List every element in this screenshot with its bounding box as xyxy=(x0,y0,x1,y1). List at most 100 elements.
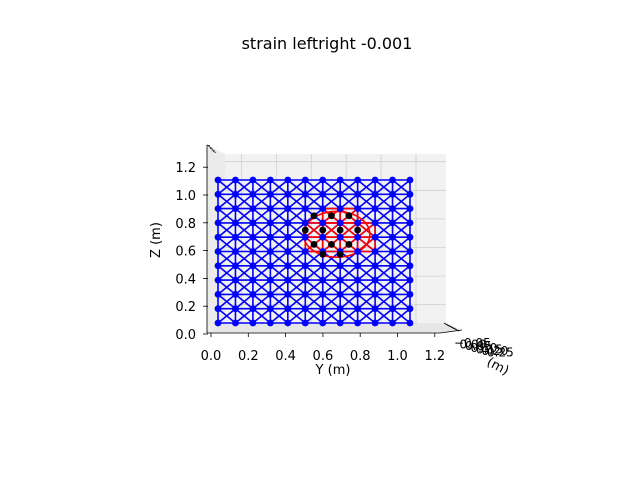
y-axis-ticks: 0.0 0.2 0.4 0.6 0.8 1.0 1.2 xyxy=(201,333,445,364)
y-tick-label: 1.0 xyxy=(387,349,408,364)
lattice-node xyxy=(336,262,344,270)
lattice-node xyxy=(354,190,362,198)
lattice-node xyxy=(389,276,396,284)
lattice-member xyxy=(252,222,271,238)
lattice-node xyxy=(389,219,396,227)
lattice-node xyxy=(232,205,239,213)
lattice-member xyxy=(234,179,254,195)
lattice-member xyxy=(287,308,306,324)
z-tick-label: 0.6 xyxy=(175,245,196,260)
lattice-member xyxy=(392,179,411,195)
lattice-node xyxy=(406,262,414,270)
lattice-member xyxy=(357,308,376,324)
lattice-node xyxy=(232,291,239,298)
lattice-member xyxy=(322,222,341,238)
lattice-node xyxy=(389,262,396,270)
lattice-member xyxy=(304,250,324,267)
lattice-member xyxy=(339,179,359,195)
lattice-member xyxy=(339,222,359,238)
lattice-node xyxy=(389,233,396,241)
lattice-node xyxy=(301,305,309,313)
lattice-node xyxy=(232,219,239,227)
lattice-node xyxy=(284,176,292,184)
lattice-node xyxy=(319,190,327,198)
lattice-node xyxy=(406,248,414,255)
lattice-member xyxy=(357,222,376,238)
lattice-node xyxy=(214,276,222,284)
lattice-node xyxy=(232,276,239,284)
y-tick-label: 0.8 xyxy=(350,349,371,364)
lattice-member xyxy=(304,265,324,281)
lattice-member xyxy=(234,308,254,324)
lattice-node xyxy=(249,291,257,298)
lattice-member xyxy=(392,236,411,253)
x-tick-label: 0.20 xyxy=(482,344,509,358)
lattice-node xyxy=(232,262,239,270)
lattice-member xyxy=(217,279,236,296)
lattice-node xyxy=(284,262,292,270)
highlight-node xyxy=(328,212,335,220)
lattice-member xyxy=(234,265,254,281)
lattice-member xyxy=(252,207,271,224)
lattice-node xyxy=(249,319,257,327)
lattice-member xyxy=(374,279,394,296)
lattice-node xyxy=(249,305,257,313)
z-tick-label: 0.4 xyxy=(175,272,196,287)
lattice-member xyxy=(217,193,236,210)
lattice-member xyxy=(287,193,306,210)
lattice-node xyxy=(284,205,292,213)
lattice-node xyxy=(284,219,292,227)
lattice-node xyxy=(214,219,222,227)
lattice-node xyxy=(301,190,309,198)
z-tick-label: 0.2 xyxy=(175,300,196,315)
lattice-node xyxy=(336,205,344,213)
lattice-node xyxy=(371,276,379,284)
lattice-node xyxy=(249,176,257,184)
highlight-node xyxy=(354,226,362,234)
lattice-node xyxy=(214,248,222,255)
lattice-node xyxy=(319,319,327,327)
z-axis-tick-mark xyxy=(211,149,215,152)
z-axis-tick-mark xyxy=(209,147,214,150)
lattice-node xyxy=(301,219,309,227)
lattice-member xyxy=(287,265,306,281)
lattice-node xyxy=(354,219,362,227)
lattice-member xyxy=(304,179,324,195)
lattice-member xyxy=(269,279,289,296)
lattice-member xyxy=(339,279,359,296)
lattice-node xyxy=(354,176,362,184)
lattice-node xyxy=(232,233,239,241)
lattice-member xyxy=(217,293,236,310)
lattice-node xyxy=(266,205,274,213)
lattice-node xyxy=(301,205,309,213)
lattice-member xyxy=(217,222,236,238)
lattice-node xyxy=(319,291,327,298)
lattice-member xyxy=(269,293,289,310)
y-tick-label: 0.6 xyxy=(313,349,334,364)
lattice-member xyxy=(304,293,324,310)
x-tick-label: 0.00 xyxy=(460,338,487,352)
lattice-member xyxy=(374,236,394,253)
lattice-member xyxy=(392,250,411,267)
y-tick-label: 1.2 xyxy=(424,349,445,364)
lattice-node xyxy=(249,233,257,241)
lattice-member xyxy=(269,207,289,224)
lattice-member xyxy=(322,193,341,210)
lattice-member xyxy=(357,193,376,210)
lattice-node xyxy=(354,233,362,241)
lattice-member xyxy=(339,308,359,324)
lattice-node xyxy=(406,319,414,327)
lattice-node xyxy=(301,291,309,298)
lattice-node xyxy=(266,276,274,284)
lattice-node xyxy=(249,276,257,284)
lattice-member xyxy=(252,236,271,253)
lattice-member xyxy=(269,308,289,324)
lattice-nodes xyxy=(214,176,414,327)
lattice-member xyxy=(392,207,411,224)
lattice-node xyxy=(249,190,257,198)
lattice-node xyxy=(266,233,274,241)
lattice-member xyxy=(392,308,411,324)
z-axis-tick-mark xyxy=(208,146,212,148)
z-axis-tick-mark xyxy=(212,151,217,153)
lattice-member xyxy=(357,179,376,195)
